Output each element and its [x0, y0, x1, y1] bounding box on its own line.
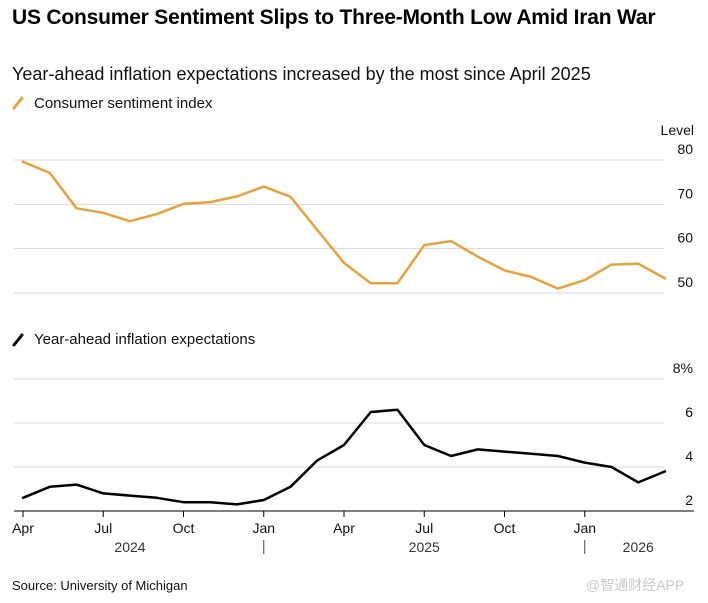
inflation-y-tick-label: 2	[685, 492, 693, 508]
inflation-y-ticks: 8% 6 4 2	[673, 360, 693, 508]
sentiment-y-tick-label: 70	[677, 185, 693, 201]
inflation-point	[235, 502, 240, 507]
inflation-y-tick-label: 8%	[673, 360, 693, 376]
sentiment-point	[529, 275, 534, 280]
sentiment-point	[208, 200, 213, 205]
sentiment-y-tick-label: 80	[677, 141, 693, 157]
inflation-point	[449, 454, 454, 459]
sentiment-legend-label: Consumer sentiment index	[34, 95, 213, 112]
inflation-point	[502, 449, 507, 454]
x-tick-label-month: Oct	[173, 520, 195, 536]
sentiment-point	[422, 243, 427, 248]
sentiment-point	[368, 281, 373, 286]
inflation-point	[261, 498, 266, 503]
inflation-point	[609, 465, 614, 470]
sentiment-point	[636, 261, 641, 266]
inflation-point	[636, 480, 641, 485]
x-tick-label-month: Jul	[94, 520, 112, 536]
sentiment-point	[288, 194, 293, 199]
inflation-point	[101, 491, 106, 496]
inflation-legend-swatch	[12, 333, 24, 347]
inflation-point	[21, 495, 26, 500]
inflation-point	[208, 500, 213, 505]
inflation-point	[582, 460, 587, 465]
inflation-point	[395, 407, 400, 412]
sentiment-point	[475, 254, 480, 259]
inflation-y-tick-label: 4	[685, 448, 693, 464]
sentiment-point	[449, 239, 454, 244]
sentiment-legend-swatch	[12, 96, 24, 110]
inflation-point	[154, 495, 159, 500]
sentiment-point	[395, 281, 400, 286]
inflation-point	[529, 451, 534, 456]
inflation-point	[422, 443, 427, 448]
chart-subtitle: Year-ahead inflation expectations increa…	[12, 64, 591, 84]
x-tick-label-year: 2024	[114, 539, 145, 555]
inflation-point	[663, 469, 668, 474]
inflation-point	[288, 484, 293, 489]
inflation-legend: Year-ahead inflation expectations	[12, 331, 255, 348]
sentiment-point	[502, 268, 507, 273]
inflation-point	[128, 493, 133, 498]
sentiment-point	[101, 210, 106, 215]
inflation-y-tick-label: 6	[685, 404, 693, 420]
inflation-point	[74, 482, 79, 487]
sentiment-point	[128, 219, 133, 224]
inflation-point	[181, 500, 186, 505]
inflation-point	[368, 410, 373, 415]
sentiment-point	[181, 201, 186, 206]
inflation-point	[342, 443, 347, 448]
sentiment-point	[235, 194, 240, 199]
sentiment-point	[556, 286, 561, 291]
inflation-point	[475, 447, 480, 452]
sentiment-point	[342, 260, 347, 265]
sentiment-gridlines	[14, 159, 664, 294]
x-tick-label-month: Jul	[415, 520, 433, 536]
sentiment-legend: Consumer sentiment index	[12, 95, 213, 112]
sentiment-point	[21, 159, 26, 164]
x-tick-label-year: 2025	[409, 539, 440, 555]
source-note: Source: University of Michigan	[12, 578, 188, 593]
sentiment-unit-label: Level	[661, 122, 694, 138]
sentiment-y-ticks: 80 70 60 50	[677, 141, 693, 290]
sentiment-line	[21, 160, 667, 290]
x-tick-label-year: 2026	[623, 539, 654, 555]
sentiment-point	[315, 228, 320, 233]
inflation-gridlines	[14, 378, 664, 512]
chart-title: US Consumer Sentiment Slips to Three-Mon…	[12, 6, 656, 29]
inflation-point	[47, 484, 52, 489]
x-tick-label-month: Apr	[12, 520, 34, 536]
sentiment-point	[663, 276, 668, 281]
x-axis: Apr Jul Oct Jan Apr Jul Oct Jan 2024 2025 2026	[12, 511, 654, 555]
sentiment-point	[74, 206, 79, 211]
inflation-series	[21, 407, 668, 507]
sentiment-point	[582, 278, 587, 283]
inflation-point	[556, 454, 561, 459]
x-tick-label-month: Oct	[494, 520, 516, 536]
sentiment-point	[261, 184, 266, 189]
x-tick-label-month: Apr	[333, 520, 355, 536]
x-tick-label-month: Jan	[573, 520, 596, 536]
x-tick-label-month: Jan	[252, 520, 275, 536]
inflation-point	[315, 458, 320, 463]
inflation-legend-label: Year-ahead inflation expectations	[34, 331, 255, 348]
sentiment-y-tick-label: 50	[677, 274, 693, 290]
sentiment-y-tick-label: 60	[677, 230, 693, 246]
inflation-line	[21, 408, 667, 506]
sentiment-point	[154, 212, 159, 217]
watermark: @智通财经APP	[586, 577, 685, 593]
sentiment-point	[47, 170, 52, 175]
sentiment-series	[21, 159, 668, 291]
sentiment-point	[609, 262, 614, 267]
